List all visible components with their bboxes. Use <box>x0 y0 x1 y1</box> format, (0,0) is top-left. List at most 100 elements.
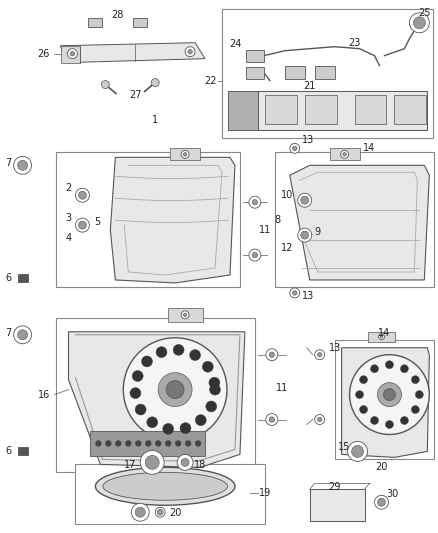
Circle shape <box>415 391 424 399</box>
Text: 13: 13 <box>302 135 314 146</box>
Text: 6: 6 <box>6 273 12 283</box>
Circle shape <box>371 365 378 373</box>
Circle shape <box>155 440 161 447</box>
Circle shape <box>249 249 261 261</box>
Text: 4: 4 <box>65 233 71 243</box>
Circle shape <box>400 416 408 424</box>
Circle shape <box>252 252 258 258</box>
Circle shape <box>70 51 75 56</box>
Circle shape <box>314 415 325 424</box>
Circle shape <box>141 356 152 367</box>
Circle shape <box>266 349 278 361</box>
Bar <box>265 94 297 124</box>
Circle shape <box>181 150 189 158</box>
Circle shape <box>378 498 385 506</box>
Circle shape <box>75 188 89 202</box>
Circle shape <box>360 376 367 384</box>
FancyBboxPatch shape <box>75 464 265 524</box>
Bar <box>246 50 264 62</box>
Circle shape <box>293 290 297 295</box>
Text: 20: 20 <box>375 462 388 472</box>
Circle shape <box>135 440 141 447</box>
Bar <box>285 66 305 79</box>
Circle shape <box>385 421 393 429</box>
Circle shape <box>147 417 158 428</box>
Circle shape <box>356 391 364 399</box>
Circle shape <box>374 495 389 509</box>
Circle shape <box>184 313 187 317</box>
Text: 10: 10 <box>281 190 293 200</box>
Circle shape <box>115 440 121 447</box>
Polygon shape <box>342 348 429 457</box>
Circle shape <box>75 218 89 232</box>
FancyBboxPatch shape <box>222 9 433 139</box>
Text: 3: 3 <box>65 213 71 223</box>
Polygon shape <box>60 43 205 63</box>
Text: 9: 9 <box>314 227 321 237</box>
Circle shape <box>166 381 184 399</box>
Circle shape <box>384 389 396 401</box>
Text: 5: 5 <box>94 217 100 227</box>
Circle shape <box>173 344 184 356</box>
Circle shape <box>184 152 187 156</box>
Circle shape <box>301 196 309 204</box>
Circle shape <box>175 440 181 447</box>
Circle shape <box>157 509 163 515</box>
Text: 12: 12 <box>281 243 293 253</box>
Polygon shape <box>228 91 258 131</box>
Circle shape <box>269 417 275 422</box>
Circle shape <box>341 150 349 158</box>
Circle shape <box>165 440 171 447</box>
Text: 21: 21 <box>304 80 316 91</box>
Circle shape <box>18 160 28 171</box>
FancyBboxPatch shape <box>275 152 434 287</box>
Circle shape <box>188 50 192 54</box>
Circle shape <box>145 455 159 470</box>
Circle shape <box>124 338 227 441</box>
Bar <box>133 18 147 27</box>
Text: 20: 20 <box>169 508 181 518</box>
Bar <box>305 94 337 124</box>
Circle shape <box>411 406 419 414</box>
Polygon shape <box>60 46 81 63</box>
Text: 11: 11 <box>276 383 288 393</box>
Circle shape <box>163 423 174 434</box>
Bar <box>90 432 205 456</box>
Ellipse shape <box>95 467 235 505</box>
Text: 27: 27 <box>129 90 141 100</box>
Circle shape <box>249 196 261 208</box>
Circle shape <box>132 370 143 382</box>
Bar <box>168 308 203 322</box>
Text: 24: 24 <box>229 39 241 49</box>
Text: 29: 29 <box>328 482 341 492</box>
Circle shape <box>130 387 141 399</box>
Circle shape <box>185 47 195 56</box>
Circle shape <box>67 49 78 59</box>
Bar <box>88 18 102 27</box>
Circle shape <box>206 401 217 412</box>
Circle shape <box>78 221 86 229</box>
Text: 18: 18 <box>194 461 206 470</box>
Circle shape <box>252 199 258 205</box>
Circle shape <box>318 417 322 422</box>
Text: 30: 30 <box>386 489 399 499</box>
Circle shape <box>195 415 206 426</box>
Text: 11: 11 <box>259 225 271 235</box>
Circle shape <box>78 191 86 199</box>
Circle shape <box>298 228 312 242</box>
Polygon shape <box>290 165 429 280</box>
Circle shape <box>298 193 312 207</box>
Text: 23: 23 <box>348 38 361 48</box>
Circle shape <box>185 440 191 447</box>
Circle shape <box>348 441 367 462</box>
Circle shape <box>209 384 220 395</box>
Circle shape <box>158 373 192 407</box>
Circle shape <box>190 350 201 360</box>
Circle shape <box>95 440 101 447</box>
Text: 14: 14 <box>378 328 391 338</box>
Circle shape <box>181 311 189 319</box>
Circle shape <box>371 416 378 424</box>
Circle shape <box>266 414 278 425</box>
Bar <box>18 274 28 282</box>
Circle shape <box>181 458 189 466</box>
